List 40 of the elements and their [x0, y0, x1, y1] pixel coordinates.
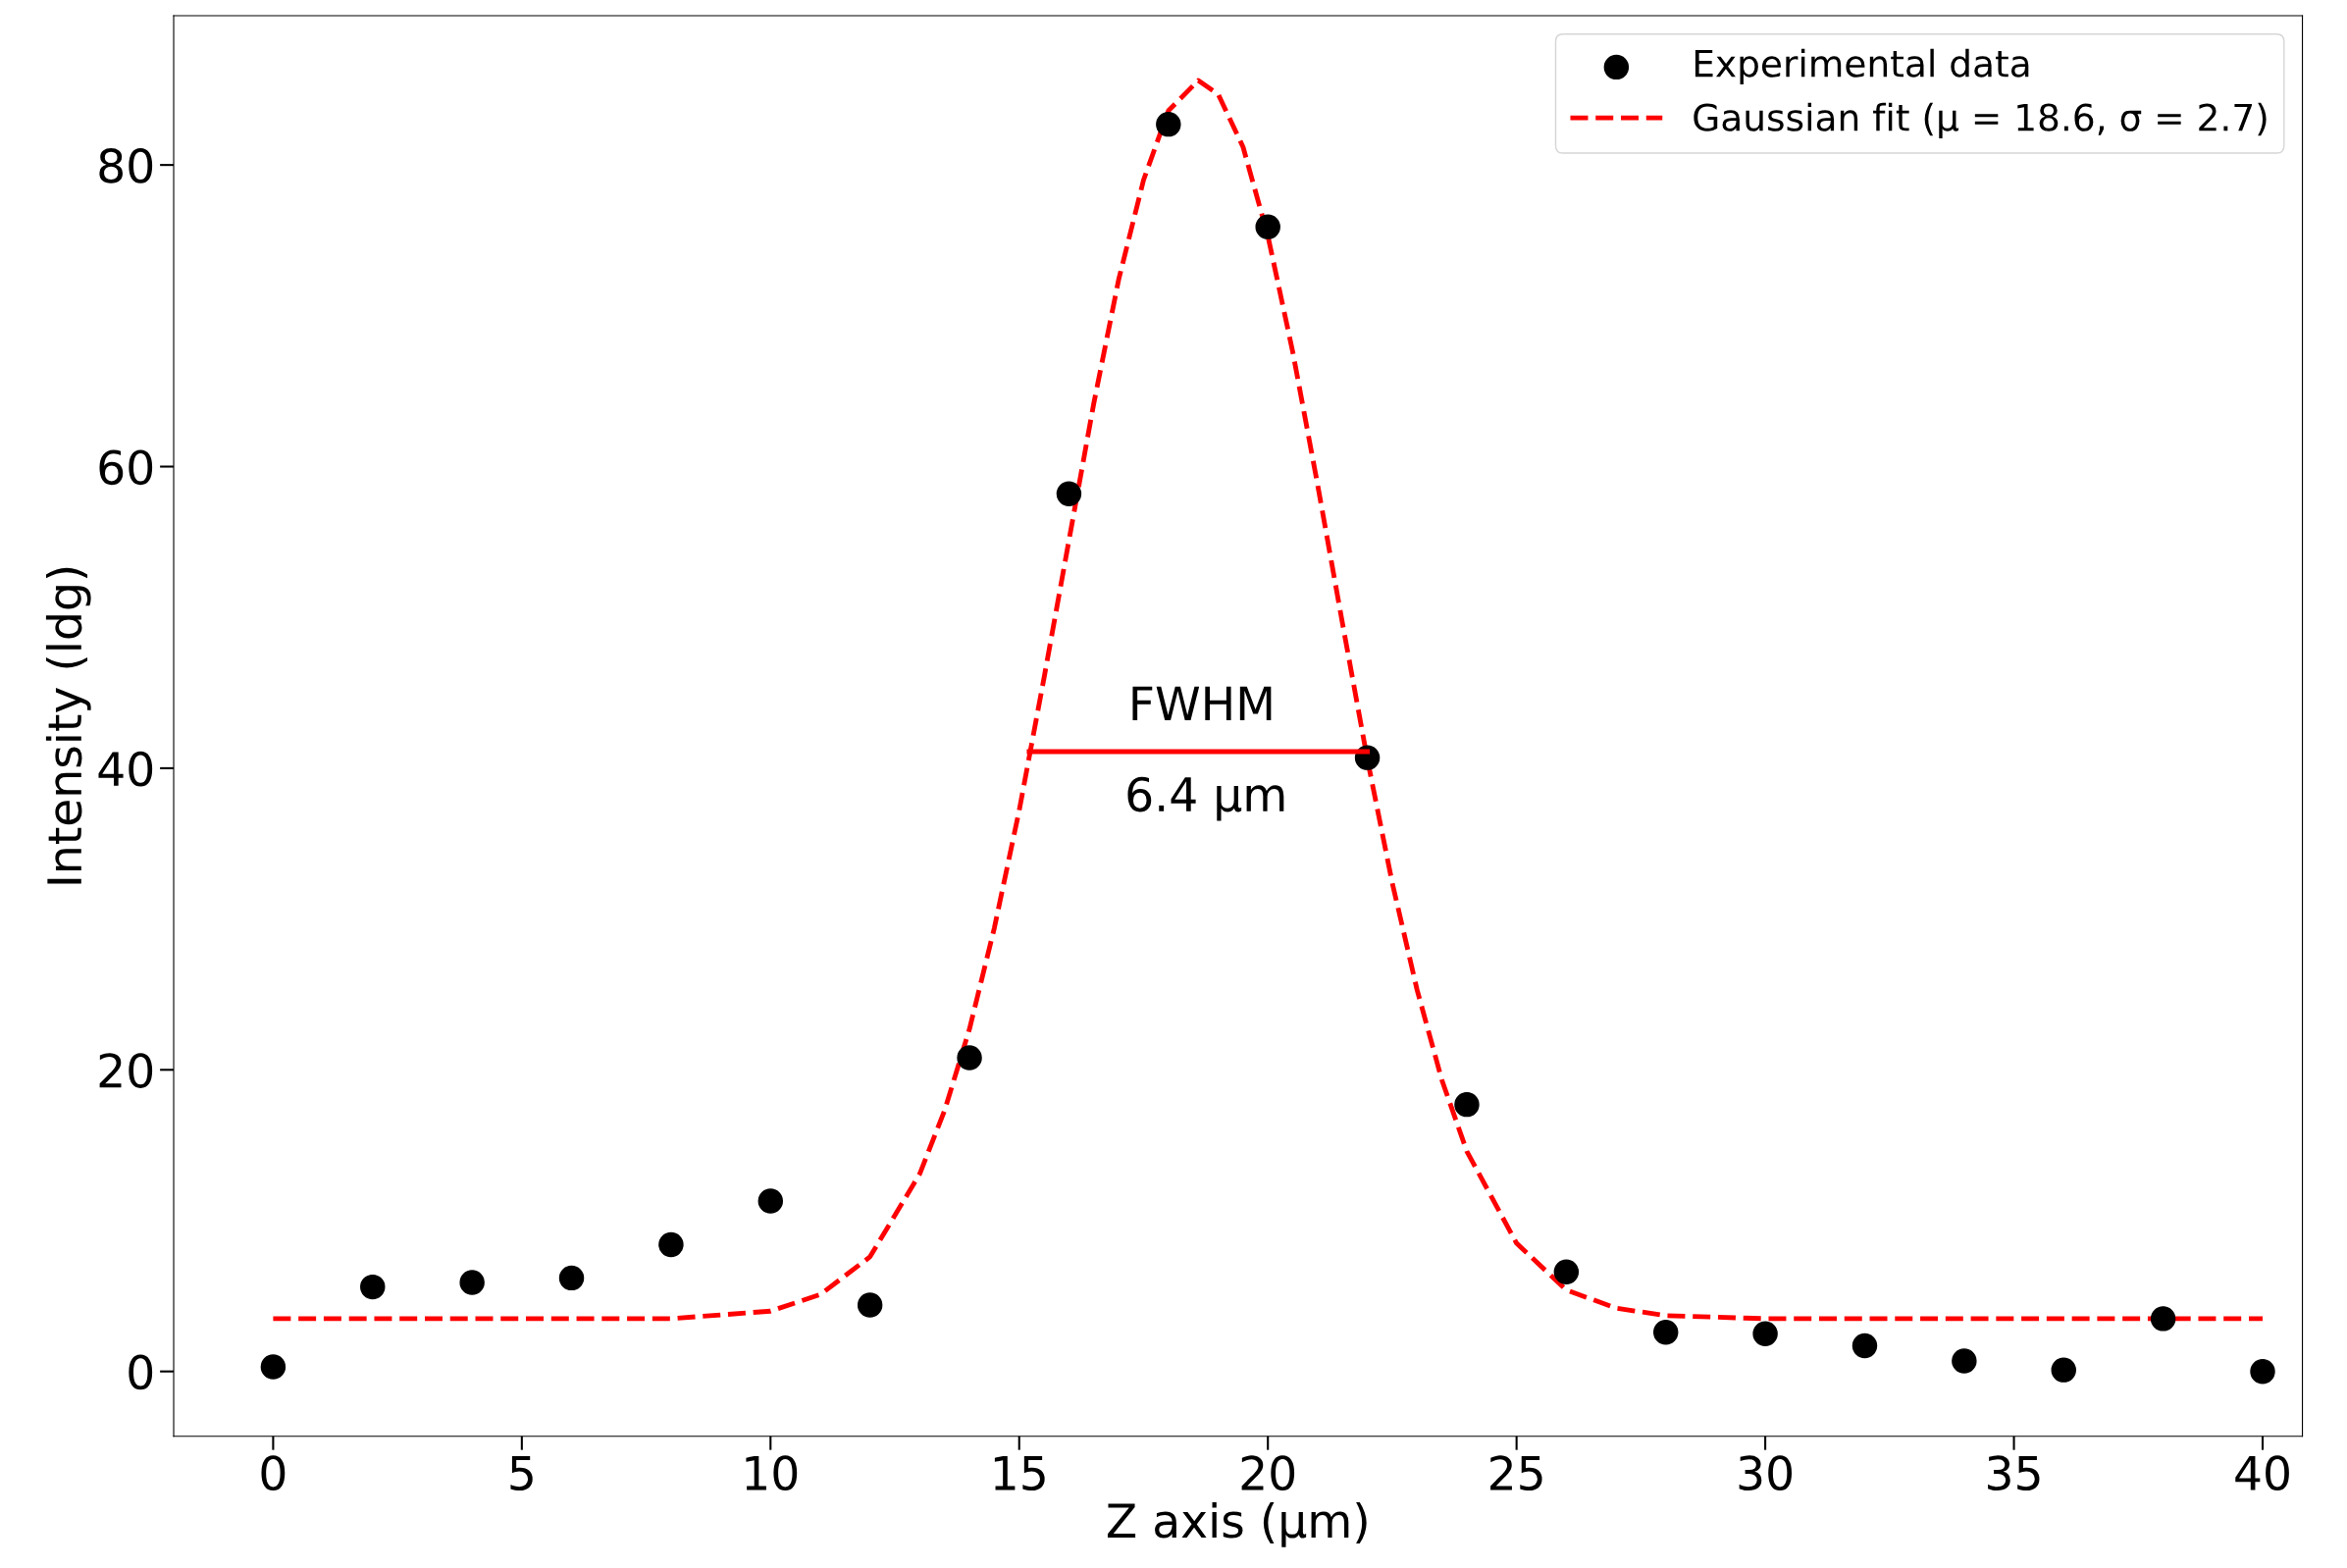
point	[1952, 1348, 1977, 1374]
point	[1553, 1259, 1580, 1284]
x-tick-label: 25	[1490, 1455, 1542, 1491]
point	[757, 1188, 784, 1214]
point	[459, 1270, 485, 1295]
x-tick-label: 35	[1988, 1455, 2040, 1491]
point	[558, 1265, 585, 1291]
point	[957, 1045, 982, 1071]
point	[2150, 1306, 2176, 1332]
x-tick-label: 10	[746, 1455, 798, 1491]
point	[1255, 214, 1280, 239]
x-tick-label: 15	[994, 1455, 1045, 1491]
x-tick-label: 5	[510, 1455, 533, 1491]
y-tick-label: 20	[99, 1053, 153, 1088]
point	[658, 1231, 684, 1258]
legend-label: Gaussian fit (μ = 18.6, σ = 2.7)	[1694, 102, 2267, 139]
y-axis-title: Intensity (ldg)	[45, 567, 91, 884]
point	[1652, 1319, 1679, 1345]
point	[1852, 1333, 1878, 1359]
point	[2051, 1357, 2076, 1383]
y-tick-label: 40	[98, 751, 153, 787]
point	[1156, 111, 1181, 137]
x-tick-label: 30	[1739, 1455, 1793, 1491]
x-tick-label: 20	[1241, 1455, 1295, 1491]
point	[360, 1274, 386, 1300]
x-tick-label: 0	[261, 1455, 286, 1491]
legend-label: Experimental data	[1695, 48, 2029, 85]
point	[260, 1354, 287, 1380]
annotation: FWHM	[1132, 686, 1272, 721]
y-tick-label: 80	[99, 148, 153, 183]
point	[857, 1292, 883, 1318]
point	[1752, 1321, 1778, 1346]
x-axis-title: Z axis (µm)	[1107, 1502, 1367, 1547]
point	[1056, 481, 1082, 506]
annotation: 6.4 µm	[1127, 776, 1284, 821]
y-tick-label: 60	[99, 449, 153, 486]
point	[2250, 1358, 2275, 1385]
point	[1454, 1091, 1480, 1118]
y-tick-label: 0	[129, 1354, 153, 1390]
x-tick-label: 40	[2235, 1455, 2289, 1491]
